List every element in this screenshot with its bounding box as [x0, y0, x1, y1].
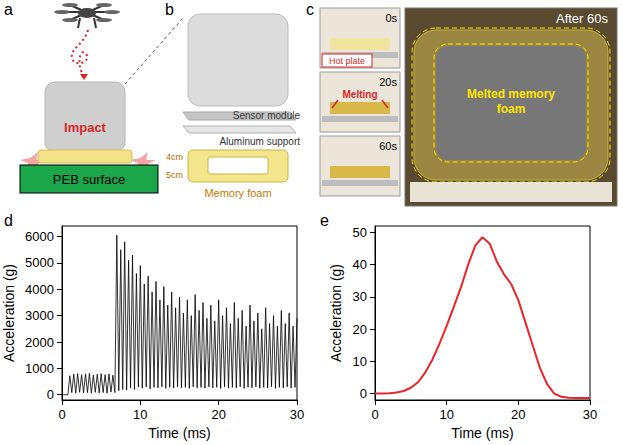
svg-text:30: 30: [353, 289, 367, 304]
svg-text:20s: 20s: [379, 76, 397, 88]
svg-text:d: d: [4, 212, 13, 229]
svg-text:Time (ms): Time (ms): [148, 425, 210, 441]
svg-text:Acceleration (g): Acceleration (g): [328, 264, 344, 362]
svg-text:Sensor module: Sensor module: [233, 110, 301, 121]
svg-text:20: 20: [511, 407, 525, 422]
svg-text:Time (ms): Time (ms): [451, 425, 513, 441]
svg-text:0: 0: [58, 407, 65, 422]
svg-text:6000: 6000: [25, 229, 54, 244]
svg-text:3000: 3000: [25, 308, 54, 323]
svg-text:b: b: [165, 1, 174, 18]
svg-text:Acceleration (g): Acceleration (g): [1, 264, 17, 362]
svg-text:0: 0: [360, 386, 367, 401]
svg-text:0: 0: [47, 387, 54, 402]
svg-text:50: 50: [353, 225, 367, 240]
svg-text:0: 0: [371, 407, 378, 422]
svg-text:2000: 2000: [25, 335, 54, 350]
svg-text:Memory foam: Memory foam: [204, 187, 271, 199]
svg-text:30: 30: [290, 407, 304, 422]
svg-text:a: a: [4, 1, 13, 18]
svg-text:5cm: 5cm: [166, 170, 183, 180]
svg-text:4000: 4000: [25, 282, 54, 297]
svg-text:Aluminum support: Aluminum support: [219, 136, 300, 147]
svg-text:20: 20: [211, 407, 225, 422]
svg-text:0s: 0s: [385, 12, 397, 24]
svg-text:10: 10: [353, 354, 367, 369]
svg-text:Impact: Impact: [64, 120, 107, 135]
svg-text:Melted memory: Melted memory: [467, 87, 555, 101]
svg-text:Melting: Melting: [343, 89, 378, 100]
svg-text:e: e: [320, 212, 329, 229]
svg-text:Hot plate: Hot plate: [329, 56, 365, 66]
svg-text:c: c: [306, 1, 314, 18]
svg-text:After 60s: After 60s: [556, 11, 609, 26]
svg-text:60s: 60s: [379, 140, 397, 152]
svg-text:40: 40: [353, 257, 367, 272]
svg-text:PEB surface: PEB surface: [53, 172, 125, 187]
svg-text:1000: 1000: [25, 361, 54, 376]
svg-text:10: 10: [133, 407, 147, 422]
svg-text:20: 20: [353, 322, 367, 337]
svg-text:4cm: 4cm: [166, 152, 183, 162]
svg-text:5000: 5000: [25, 255, 54, 270]
svg-text:foam: foam: [497, 102, 526, 116]
svg-text:10: 10: [439, 407, 453, 422]
svg-text:30: 30: [583, 407, 597, 422]
